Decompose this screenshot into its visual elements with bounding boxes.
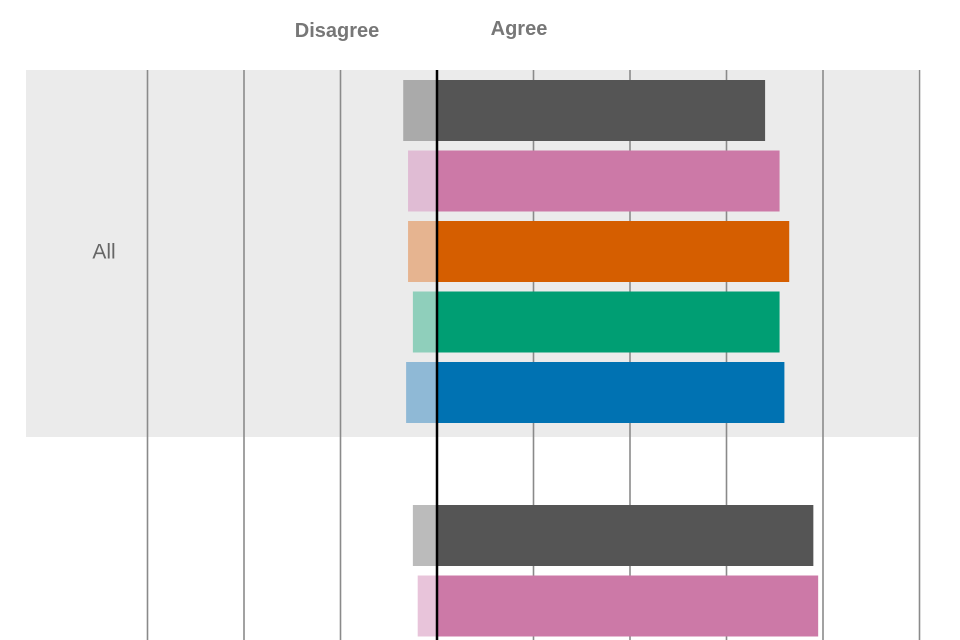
disagree-bar <box>406 362 437 423</box>
disagree-bar <box>408 221 437 282</box>
agree-bar <box>437 291 780 353</box>
group-label: All <box>92 241 115 264</box>
agree-header: Agree <box>491 18 548 40</box>
agree-bar <box>437 362 785 423</box>
disagree-header: Disagree <box>295 20 380 42</box>
agree-bar <box>437 575 819 637</box>
agree-bar <box>437 80 766 141</box>
bars <box>403 80 819 637</box>
disagree-bar <box>403 80 437 141</box>
agree-bar <box>437 150 780 212</box>
disagree-bar <box>412 505 437 566</box>
agree-bar <box>437 221 790 282</box>
disagree-bar <box>408 150 437 212</box>
disagree-bar <box>417 575 437 637</box>
agree-bar <box>437 505 814 566</box>
disagree-bar <box>412 291 437 353</box>
group-labels: All <box>92 241 115 264</box>
